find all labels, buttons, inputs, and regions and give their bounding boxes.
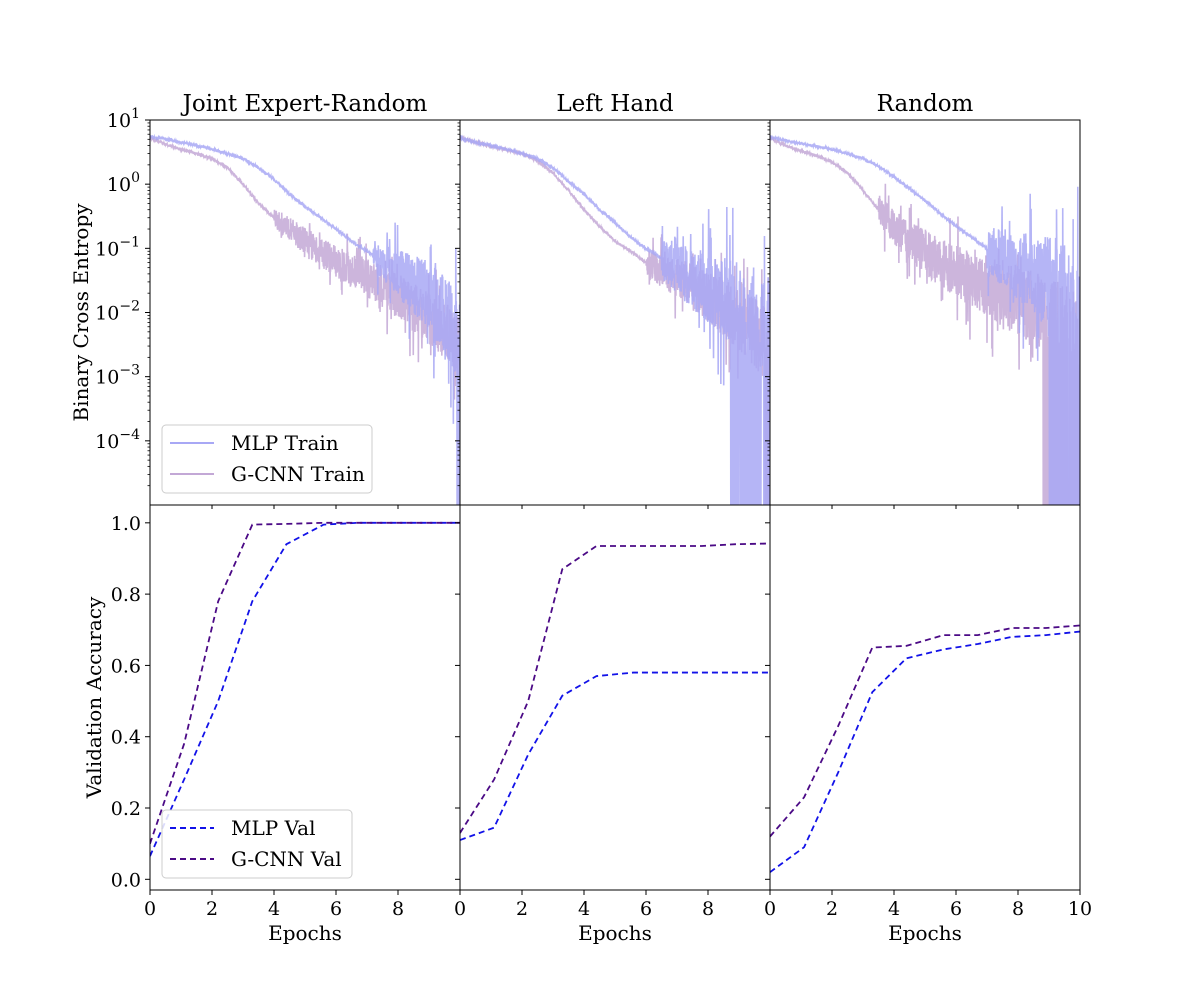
- tick-base: 10: [95, 303, 119, 325]
- y-axis-label-top: Binary Cross Entropy: [69, 203, 93, 422]
- y-tick-label: 10−2: [95, 299, 140, 325]
- x-tick-label: 10: [1068, 898, 1092, 920]
- axes-frame: [459, 504, 771, 891]
- y-tick-label: 10−4: [95, 427, 140, 453]
- series-line-g-cnn-val: [150, 521, 460, 844]
- x-tick-label: 0: [144, 898, 156, 920]
- x-axis-label: Epochs: [578, 921, 652, 945]
- legend-label: G-CNN Train: [231, 462, 365, 486]
- series-line-g-cnn-val: [460, 542, 770, 834]
- y-axis-label-bottom: Validation Accuracy: [82, 596, 106, 799]
- tick-exponent: −3: [119, 363, 140, 379]
- y-tick-label: 10−3: [95, 363, 140, 389]
- series-line-mlp-train: [460, 134, 770, 505]
- series-line-mlp-val: [460, 671, 770, 841]
- legend-top: MLP Train G-CNN Train: [161, 424, 373, 494]
- series-line-mlp-train: [770, 134, 1080, 505]
- series-group: [150, 133, 460, 505]
- series-line-g-cnn-val: [770, 624, 1080, 838]
- x-tick-label: 6: [950, 898, 962, 920]
- series-group: [460, 134, 770, 505]
- x-tick-label: 4: [888, 898, 900, 920]
- y-tick-label: 100: [107, 170, 140, 196]
- x-tick-label: 2: [206, 898, 218, 920]
- x-tick-label: 6: [640, 898, 652, 920]
- y-tick-label: 0.0: [111, 869, 141, 891]
- series-line-mlp-val: [770, 630, 1080, 873]
- tick-base: 10: [95, 238, 119, 260]
- legend-label: MLP Train: [231, 431, 339, 455]
- series-line-mlp-train: [150, 133, 460, 505]
- panel-title: Random: [877, 91, 974, 117]
- tick-base: 10: [107, 174, 131, 196]
- x-tick-label: 8: [1012, 898, 1024, 920]
- y-tick-label: 0.6: [111, 655, 141, 677]
- x-tick-label: 8: [702, 898, 714, 920]
- axes-frame: [769, 504, 1081, 891]
- tick-base: 10: [95, 367, 119, 389]
- series-group: [770, 624, 1080, 873]
- bottom-panel-1: 0.0 0.2 0.4 0.6 0.8 1.0 0 2 4 6 8 Epochs: [111, 504, 461, 945]
- tick-exponent: −1: [119, 234, 140, 250]
- x-tick-label: 4: [268, 898, 280, 920]
- legend-label: MLP Val: [231, 816, 316, 840]
- bottom-panel-3: 0 2 4 6 8 10 Epochs: [764, 504, 1092, 945]
- panel-title: Left Hand: [556, 91, 674, 117]
- y-tick-label: 1.0: [111, 513, 141, 535]
- x-tick-label: 0: [764, 898, 776, 920]
- panel-title: Joint Expert-Random: [181, 91, 428, 117]
- x-axis-label: Epochs: [888, 921, 962, 945]
- y-tick-label: 10−1: [95, 234, 140, 260]
- x-tick-label: 4: [578, 898, 590, 920]
- top-panel-2: Left Hand: [455, 91, 771, 509]
- series-group: [150, 521, 460, 857]
- series-group: [770, 134, 1080, 505]
- top-panel-3: Random: [765, 91, 1081, 509]
- tick-exponent: −2: [119, 299, 140, 315]
- tick-base: 10: [95, 431, 119, 453]
- x-tick-label: 2: [826, 898, 838, 920]
- x-tick-label: 6: [330, 898, 342, 920]
- y-tick-label: 0.8: [111, 584, 141, 606]
- tick-exponent: 0: [131, 170, 140, 186]
- legend-frame: [161, 809, 353, 879]
- x-tick-label: 8: [392, 898, 404, 920]
- x-axis-label: Epochs: [268, 921, 342, 945]
- x-tick-label: 0: [454, 898, 466, 920]
- tick-exponent: 1: [131, 106, 140, 122]
- legend-frame: [161, 424, 373, 494]
- series-line-mlp-val: [150, 521, 460, 857]
- y-tick-label: 0.4: [111, 727, 141, 749]
- y-tick-label: 0.2: [111, 798, 141, 820]
- y-tick-label: 101: [107, 106, 140, 132]
- tick-base: 10: [107, 110, 131, 132]
- tick-exponent: −4: [119, 427, 140, 443]
- series-line-g-cnn-train: [770, 134, 1080, 505]
- legend-bottom: MLP Val G-CNN Val: [161, 809, 353, 879]
- bottom-panel-2: 0 2 4 6 8 Epochs: [454, 504, 771, 945]
- series-group: [460, 542, 770, 841]
- x-tick-label: 2: [516, 898, 528, 920]
- legend-label: G-CNN Val: [231, 847, 342, 871]
